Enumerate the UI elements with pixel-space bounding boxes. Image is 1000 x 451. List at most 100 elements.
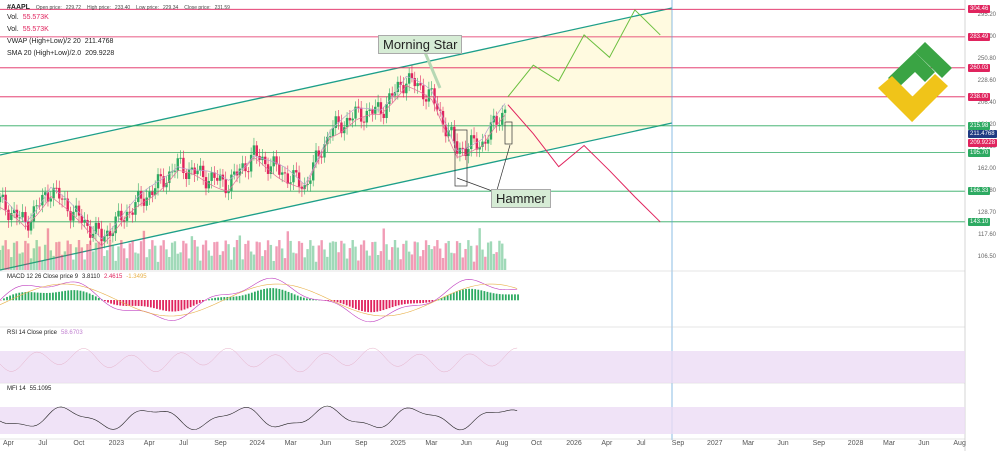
candle-body [444,124,448,137]
volume-bar [278,240,281,270]
volume-bar [272,260,275,270]
candle-body [405,83,408,94]
volume-bar [83,259,86,270]
macd-bar [296,295,299,301]
candle-body [359,107,363,122]
macd-bar [107,300,109,303]
candle-body [295,170,298,173]
macd-bar [241,295,244,301]
volume-bar [503,258,507,270]
macd-bar [85,292,88,301]
volume-bar [413,241,416,270]
y-tick-label: 250.80 [977,56,996,62]
macd-bar [309,299,311,301]
macd-bar [477,289,480,301]
macd-bar [373,300,376,313]
macd-bar [504,294,507,301]
volume-bar [10,257,13,270]
candle-body [10,213,13,221]
macd-bar [91,294,94,301]
candle-body [145,197,148,206]
candle-body [199,165,202,171]
y-tick-label: 106.50 [977,254,996,260]
vol-value: 55.573K [22,14,49,21]
open-label: Open price: [35,5,62,11]
macd-bar [391,300,394,308]
macd-bar [189,300,192,308]
candle-body [309,180,312,184]
volume-bar [396,247,400,270]
macd-bar [339,300,342,304]
candle-body [334,116,337,128]
candle-body [447,130,450,137]
candle-body [427,89,431,102]
mfi-line [0,405,518,431]
candle-body [187,169,191,180]
candle-body [46,192,50,202]
macd-bar [345,300,348,306]
volume-bar [464,248,467,270]
volume-bar [1,245,5,270]
macd-bar [379,300,382,311]
volume-bar [492,253,495,270]
volume-bar [455,241,459,270]
volume-bar [128,243,131,270]
macd-bar [42,292,45,301]
volume-bar [72,259,75,270]
x-tick-label: Mar [284,440,297,447]
vol-value-2: 55.573K [22,26,49,33]
macd-bar [428,300,431,303]
volume-bar [24,240,27,270]
candle-body [272,156,275,167]
macd-bar [67,290,70,301]
candle-body [433,88,436,104]
macd-bar [382,300,385,311]
candle-body [241,163,244,169]
volume-bar [334,241,337,270]
price-level-tag: 215.98 [968,121,991,130]
candle-body [83,219,86,223]
macd-bar [30,292,33,301]
macd-bar [165,300,168,311]
volume-bar [238,235,242,270]
macd-bar [33,292,36,301]
volume-bar [255,241,258,270]
macd-bar [113,300,116,305]
sma-line [0,75,506,240]
candle-body [450,126,453,131]
macd-bar [128,300,131,306]
x-tick-label: Jun [918,440,930,447]
volume-bar [249,251,253,270]
candle-body [348,117,352,121]
macd-bar [94,296,97,301]
channel-lower-line [0,122,673,271]
candle-body [128,211,131,213]
vwap-label: VWAP (High+Low)/2 20 [7,38,81,45]
macd-bar [351,300,354,308]
open-value: 229.72 [65,5,82,11]
volume-bar [74,247,78,270]
candle-body [317,150,321,157]
price-level-tag: 238.00 [968,92,991,101]
logo-green-right [915,42,952,78]
candle-body [275,156,278,165]
volume-bar [232,247,236,270]
volume-bar [15,241,19,270]
candle-body [289,182,292,184]
macd-bar [36,292,39,301]
volume-bar [447,240,450,270]
candle-body [467,149,470,156]
volume-bar [38,246,41,270]
volume-bar [351,240,354,270]
candle-body [97,222,100,229]
channel-upper-line [0,7,673,156]
macd-bar [235,296,238,301]
volume-bar [345,258,349,270]
rsi-line [0,347,518,373]
volume-bar [131,240,134,270]
volume-bar [91,251,95,270]
candle-body [320,156,323,158]
candle-body [376,102,380,107]
